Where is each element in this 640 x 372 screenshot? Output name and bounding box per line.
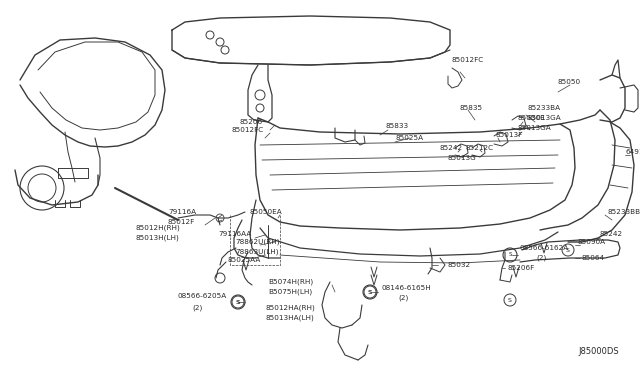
Text: 85025AA: 85025AA <box>228 257 261 263</box>
Text: 85013GA: 85013GA <box>528 115 562 121</box>
Text: 85013G: 85013G <box>448 155 477 161</box>
Text: 85012FC: 85012FC <box>452 57 484 63</box>
Text: S: S <box>566 247 570 253</box>
Text: 85242: 85242 <box>600 231 623 237</box>
Text: 85050: 85050 <box>558 79 581 85</box>
Text: 64916N: 64916N <box>625 149 640 155</box>
Text: 85835: 85835 <box>460 105 483 111</box>
Text: S: S <box>368 289 372 295</box>
Text: 85833: 85833 <box>385 123 408 129</box>
Text: 78863U(LH): 78863U(LH) <box>235 249 278 255</box>
Text: 79116A: 79116A <box>168 209 196 215</box>
Text: 85012HA(RH): 85012HA(RH) <box>265 305 315 311</box>
Text: S: S <box>508 253 512 257</box>
Text: 85013F: 85013F <box>495 132 522 138</box>
Text: 85013H(LH): 85013H(LH) <box>136 235 180 241</box>
Text: S: S <box>368 289 372 295</box>
Text: 85025A: 85025A <box>396 135 424 141</box>
Text: 85050EA: 85050EA <box>250 209 283 215</box>
Text: (2): (2) <box>192 305 202 311</box>
Text: 85090A: 85090A <box>578 239 606 245</box>
Text: 85212C: 85212C <box>466 145 494 151</box>
Text: 85013GA: 85013GA <box>518 125 552 131</box>
Text: 85233BA: 85233BA <box>528 105 561 111</box>
Text: 78862U(RH): 78862U(RH) <box>235 239 280 245</box>
Text: (2): (2) <box>398 295 408 301</box>
Text: J85000DS: J85000DS <box>578 347 619 356</box>
Text: 85012H(RH): 85012H(RH) <box>136 225 180 231</box>
Text: 08566-6205A: 08566-6205A <box>178 293 227 299</box>
Text: 08566-6162A: 08566-6162A <box>520 245 569 251</box>
Text: 85206: 85206 <box>240 119 263 125</box>
Text: B5075H(LH): B5075H(LH) <box>268 289 312 295</box>
Text: 85032: 85032 <box>448 262 471 268</box>
Text: 08146-6165H: 08146-6165H <box>382 285 432 291</box>
Text: S: S <box>236 299 240 305</box>
Text: 85064: 85064 <box>582 255 605 261</box>
Text: B5074H(RH): B5074H(RH) <box>268 279 313 285</box>
Text: 85030E: 85030E <box>518 115 546 121</box>
Text: S: S <box>508 298 512 302</box>
Text: 79116AA: 79116AA <box>218 231 252 237</box>
Text: 85233BB: 85233BB <box>608 209 640 215</box>
Text: 85012FC: 85012FC <box>232 127 264 133</box>
Text: 85012F: 85012F <box>168 219 195 225</box>
Text: (2): (2) <box>536 255 547 261</box>
Text: 85242: 85242 <box>440 145 463 151</box>
Text: 85206F: 85206F <box>508 265 535 271</box>
Text: S: S <box>236 299 240 305</box>
Text: 85013HA(LH): 85013HA(LH) <box>265 315 314 321</box>
